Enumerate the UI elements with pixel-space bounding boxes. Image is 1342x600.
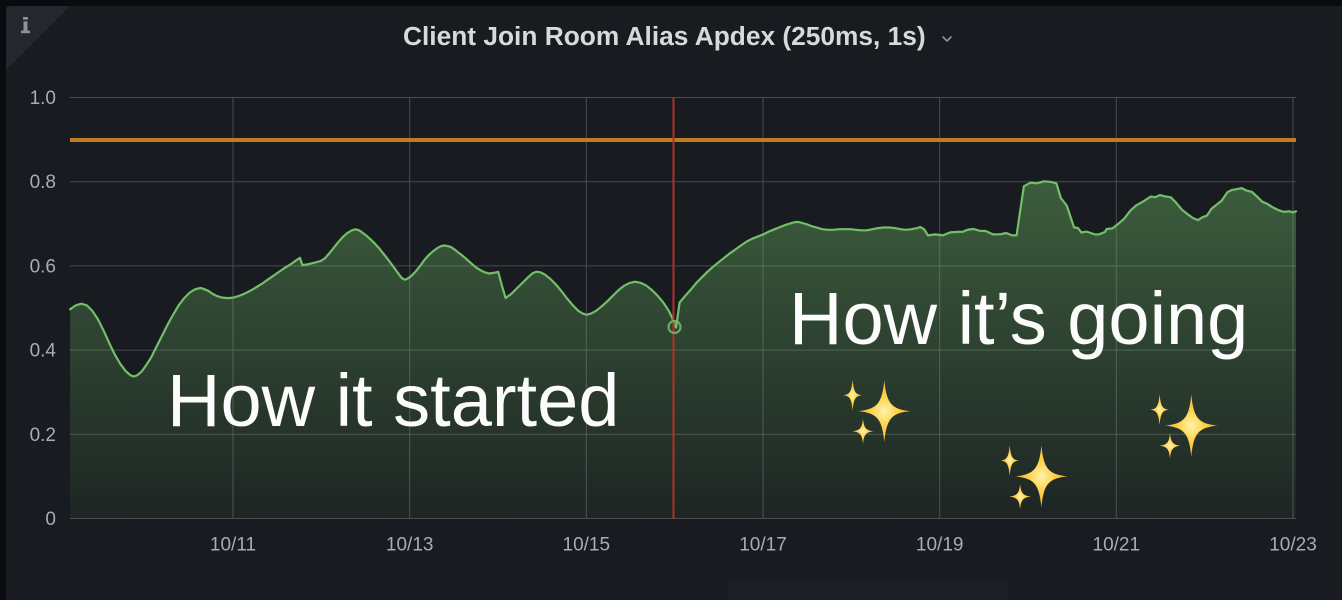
svg-text:10/11: 10/11 — [210, 535, 256, 556]
svg-text:10/19: 10/19 — [916, 535, 964, 556]
svg-text:10/13: 10/13 — [386, 535, 434, 556]
svg-text:10/15: 10/15 — [563, 535, 611, 556]
svg-text:10/23: 10/23 — [1269, 535, 1317, 556]
svg-text:0.8: 0.8 — [30, 172, 56, 193]
svg-text:0.4: 0.4 — [30, 341, 57, 362]
svg-text:10/17: 10/17 — [739, 535, 787, 556]
svg-text:0: 0 — [45, 509, 56, 530]
svg-text:0.2: 0.2 — [30, 425, 56, 446]
svg-text:10/21: 10/21 — [1093, 535, 1141, 556]
svg-text:0.6: 0.6 — [30, 256, 56, 277]
svg-text:1.0: 1.0 — [30, 88, 56, 109]
